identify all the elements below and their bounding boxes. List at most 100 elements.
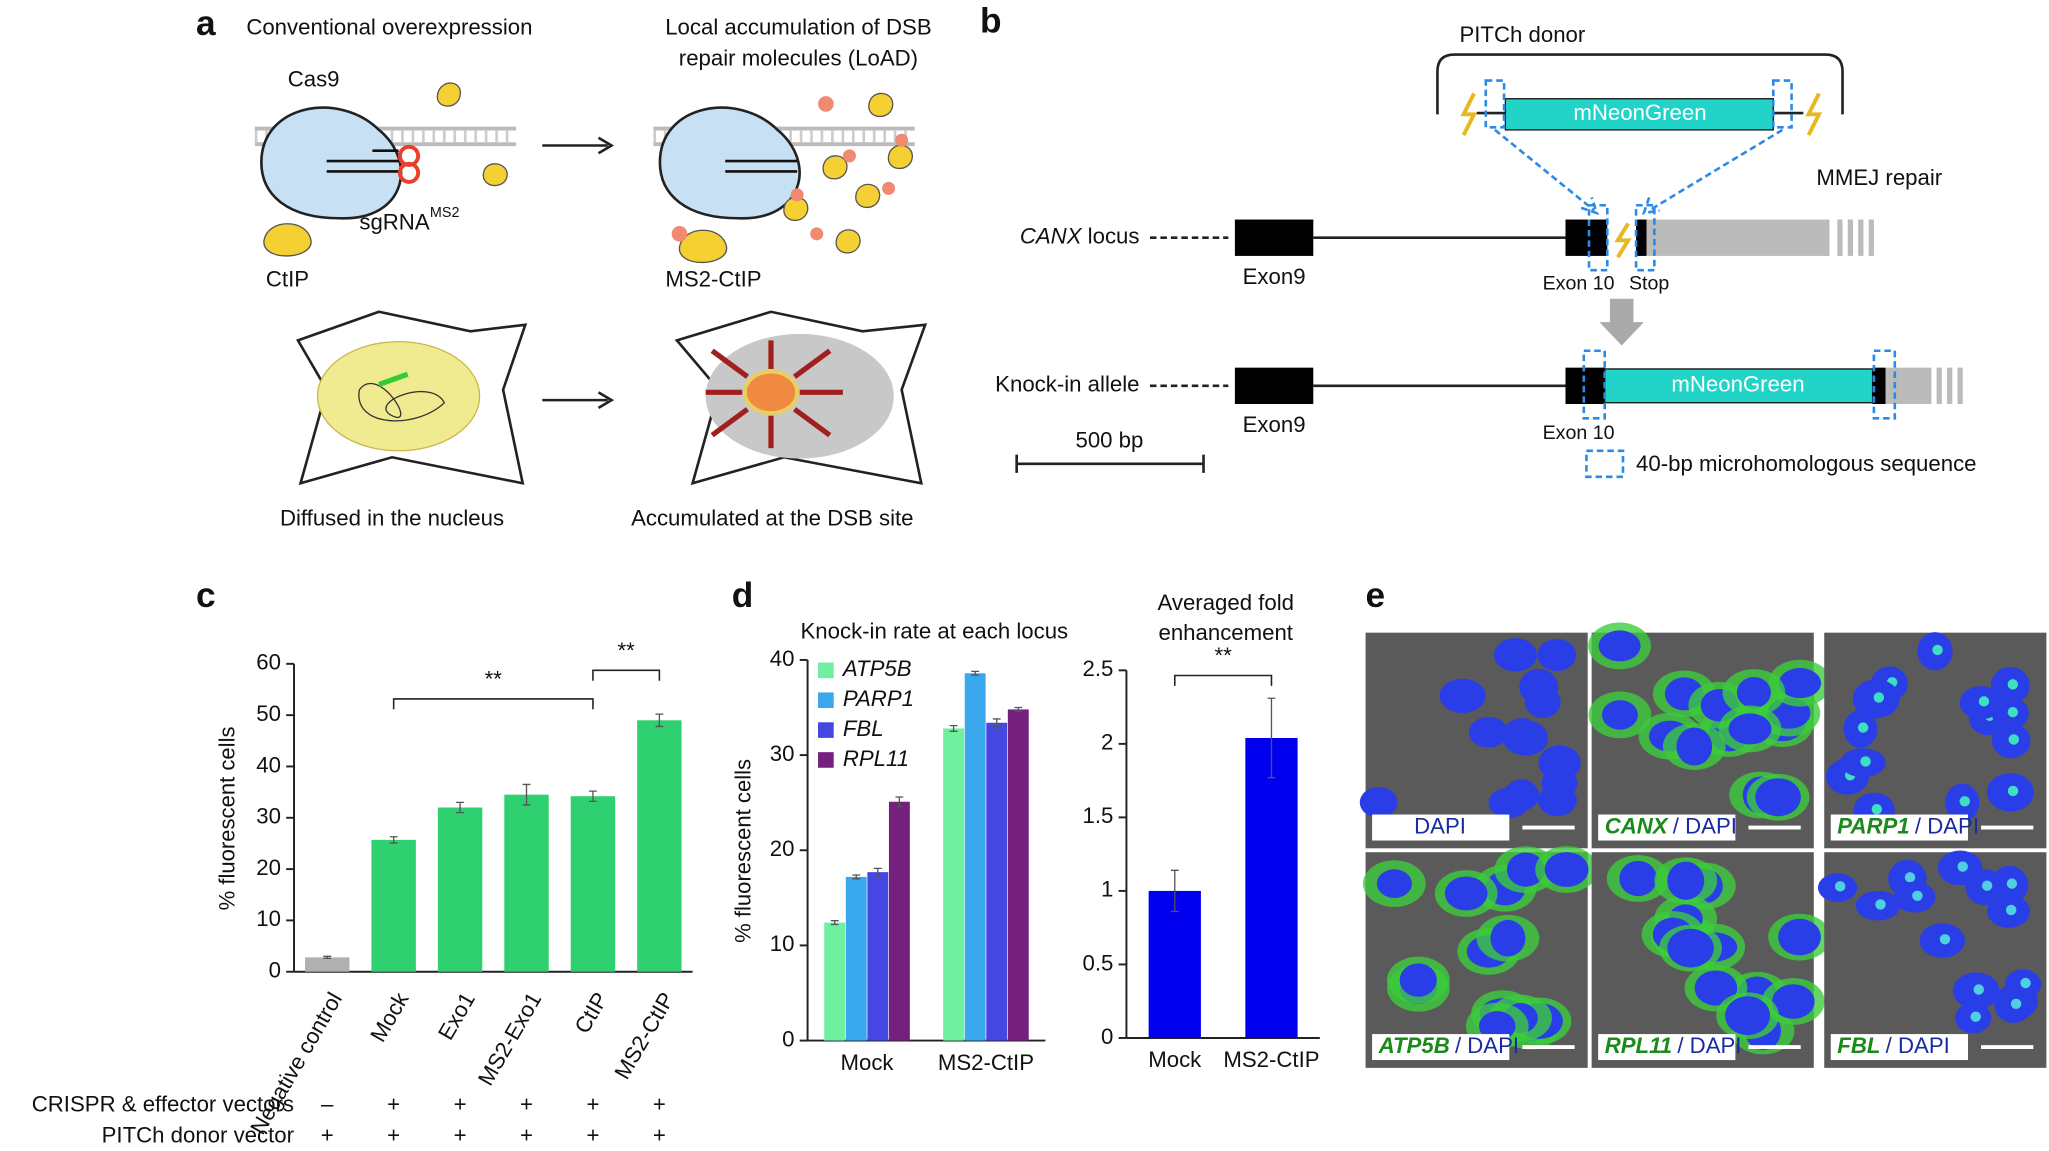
- nucleolus: [1981, 880, 1993, 891]
- title: Local accumulation of DSB: [665, 14, 931, 39]
- image-label: PARP1/ DAPI: [1837, 813, 1979, 838]
- exon: [1872, 367, 1886, 405]
- legend-swatch: [818, 692, 834, 709]
- bar: [867, 872, 889, 1041]
- bar: [1245, 737, 1298, 1038]
- nucleolus: [1875, 899, 1886, 910]
- ctip-protein: [263, 82, 508, 257]
- caption: Diffused in the nucleus: [280, 506, 504, 531]
- bar: [570, 796, 616, 972]
- gene: RPL11: [1605, 1033, 1672, 1058]
- label: MS2-CtIP: [665, 266, 761, 291]
- cut: [1460, 92, 1478, 136]
- error-bar: [873, 867, 882, 877]
- error-bar: [522, 783, 531, 806]
- nucleolus: [1857, 722, 1869, 733]
- y-tick-label: 0: [782, 1026, 794, 1051]
- label: MS2: [430, 205, 460, 221]
- label-box: [1372, 814, 1510, 841]
- bar: [305, 957, 350, 972]
- nucleolus: [1970, 1011, 1981, 1022]
- label: CtIP: [266, 266, 309, 291]
- image-label: DAPI: [1414, 813, 1466, 838]
- x-tick-label: Mock: [1148, 1047, 1202, 1072]
- error-bar: [323, 955, 332, 960]
- legend-label: PARP1: [843, 686, 914, 711]
- y-tick-label: 30: [770, 741, 795, 766]
- sgrna: [725, 159, 798, 173]
- nucleolus: [2007, 785, 2019, 797]
- stain: / DAPI: [1455, 1033, 1519, 1058]
- nucleolus: [1873, 692, 1885, 703]
- accumulation-arrows: [705, 340, 843, 449]
- nucleus: [1494, 638, 1537, 672]
- nucleolus: [2007, 679, 2019, 690]
- label: Stop: [1629, 273, 1669, 295]
- nucleolus: [2008, 734, 2020, 745]
- x-tick-label: Mock: [841, 1050, 895, 1075]
- nucleus: [1444, 876, 1488, 911]
- x-tick-label: Exo1: [433, 988, 480, 1044]
- y-tick-label: 0: [269, 958, 281, 983]
- y-tick-label: 10: [256, 906, 281, 931]
- panel-a: a Conventional overexpression Local accu…: [196, 4, 932, 530]
- image-label: FBL / DAPI: [1837, 1033, 1949, 1058]
- x-tick-label: MS2-CtIP: [1223, 1047, 1319, 1072]
- nucleus: [1376, 869, 1412, 898]
- bar: [1007, 709, 1029, 1041]
- label: Exon9: [1243, 412, 1306, 437]
- significance-bracket: [592, 669, 661, 681]
- chart-title: Averaged fold: [1157, 590, 1294, 615]
- nucleolus: [1978, 696, 1990, 707]
- legend-swatch: [818, 722, 834, 738]
- y-tick-label: 60: [256, 650, 281, 675]
- nucleus: [1676, 727, 1713, 766]
- condition-value: +: [586, 1091, 599, 1116]
- chart-title: Knock-in rate at each locus: [801, 619, 1069, 644]
- nucleus: [1468, 716, 1509, 748]
- scale-bar: [1015, 454, 1205, 473]
- label-box: [1598, 1034, 1736, 1061]
- plasmid-bracket: [1436, 53, 1844, 115]
- error-bar: [852, 874, 861, 880]
- significance-label: **: [618, 638, 636, 663]
- nucleus: [1478, 1011, 1516, 1042]
- title: Conventional overexpression: [246, 14, 532, 39]
- legend-label: ATP5B: [841, 656, 912, 681]
- nucleus: [1667, 861, 1705, 900]
- nucleus: [1619, 860, 1657, 897]
- condition-value: +: [454, 1123, 467, 1148]
- label: mNeonGreen: [1573, 100, 1706, 125]
- x-tick-label: MS2-Exo1: [473, 988, 547, 1090]
- x-tick-label: MS2-CtIP: [938, 1050, 1034, 1075]
- condition-label: CRISPR & effector vectors: [32, 1091, 294, 1116]
- nucleus: [1506, 852, 1545, 887]
- nucleus: [1778, 668, 1822, 699]
- micrograph: CANX / DAPI: [1588, 622, 1832, 849]
- nucleolus: [1834, 881, 1846, 892]
- label: CANX locus: [1020, 224, 1140, 249]
- label: Exon9: [1243, 264, 1306, 289]
- condition-value: +: [520, 1091, 533, 1116]
- nucleus: [1399, 963, 1437, 997]
- label: 500 bp: [1076, 428, 1144, 453]
- nucleus: [1538, 745, 1581, 781]
- legend-swatch: [818, 662, 834, 679]
- microhomology: [1872, 349, 1897, 420]
- legend-key: [1585, 449, 1625, 479]
- utr: [1936, 367, 1963, 405]
- gene: FBL: [1837, 1033, 1880, 1058]
- chromatin: [358, 382, 446, 422]
- caption: Accumulated at the DSB site: [631, 506, 913, 531]
- label: sgRNA: [359, 209, 430, 234]
- arrow: [542, 391, 615, 410]
- label: Knock-in allele: [995, 372, 1139, 397]
- bar: [371, 839, 416, 972]
- gene: CANX: [1020, 224, 1083, 249]
- nucleus: [705, 333, 894, 459]
- stain: / DAPI: [1677, 1033, 1741, 1058]
- bar: [437, 807, 483, 972]
- nucleolus: [1860, 756, 1871, 767]
- nucleus: [1736, 676, 1771, 709]
